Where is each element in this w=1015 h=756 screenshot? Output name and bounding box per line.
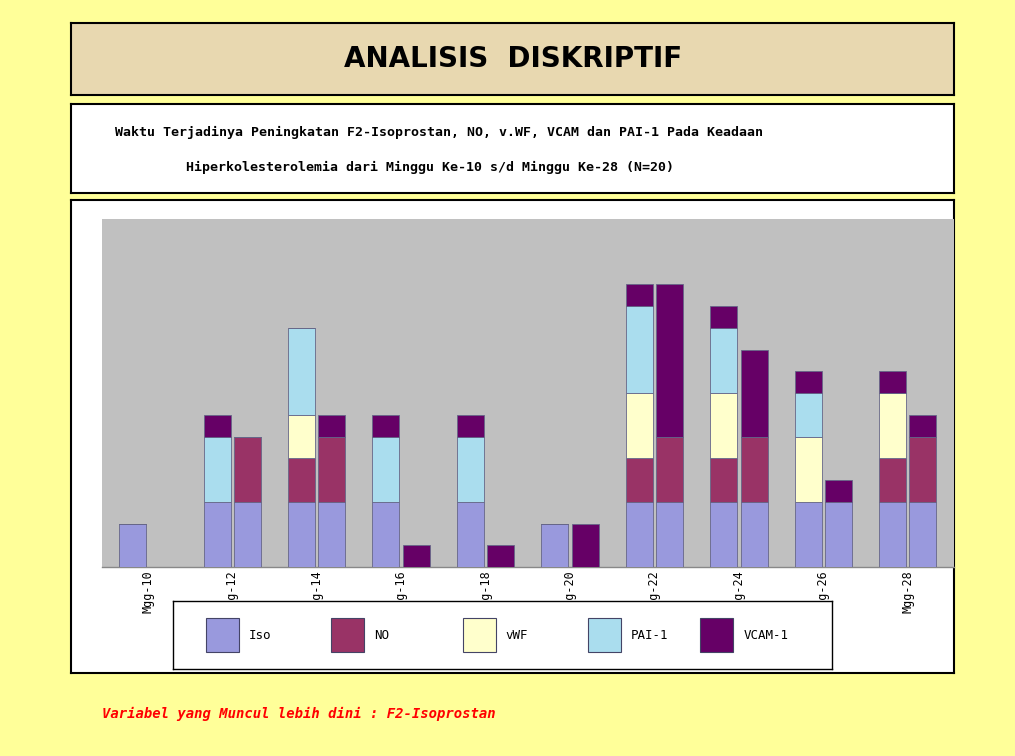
Bar: [625, 458, 653, 502]
Bar: [656, 502, 683, 567]
Bar: [909, 502, 937, 567]
Bar: [741, 349, 767, 437]
Text: Hiperkolesterolemia dari Minggu Ke-10 s/d Minggu Ke-28 (N=20): Hiperkolesterolemia dari Minggu Ke-10 s/…: [186, 161, 674, 175]
Bar: [625, 502, 653, 567]
Bar: [234, 437, 261, 502]
Bar: [288, 458, 315, 502]
Bar: [741, 502, 767, 567]
Bar: [457, 415, 484, 437]
Bar: [204, 415, 230, 437]
Bar: [487, 545, 515, 567]
Bar: [741, 437, 767, 502]
Text: Variabel yang Muncul lebih dini : F2-Isoprostan: Variabel yang Muncul lebih dini : F2-Iso…: [102, 708, 495, 721]
Bar: [710, 458, 737, 502]
Bar: [909, 415, 937, 437]
Bar: [656, 437, 683, 502]
Bar: [795, 502, 821, 567]
FancyBboxPatch shape: [588, 618, 621, 652]
FancyBboxPatch shape: [463, 618, 495, 652]
Text: Waktu Terjadinya Peningkatan F2-Isoprostan, NO, v.WF, VCAM dan PAI-1 Pada Keadaa: Waktu Terjadinya Peningkatan F2-Isoprost…: [116, 125, 763, 138]
Bar: [319, 415, 345, 437]
Bar: [457, 437, 484, 502]
Bar: [373, 437, 400, 502]
Bar: [825, 502, 852, 567]
Bar: [403, 545, 430, 567]
Bar: [625, 284, 653, 306]
Bar: [825, 480, 852, 502]
Bar: [541, 523, 568, 567]
Bar: [710, 393, 737, 458]
Bar: [879, 502, 906, 567]
FancyBboxPatch shape: [205, 618, 239, 652]
Bar: [373, 415, 400, 437]
Text: Iso: Iso: [249, 628, 271, 642]
Text: VCAM-1: VCAM-1: [743, 628, 789, 642]
Bar: [319, 502, 345, 567]
Bar: [373, 502, 400, 567]
FancyBboxPatch shape: [700, 618, 733, 652]
Bar: [795, 393, 821, 437]
Bar: [234, 502, 261, 567]
Text: vWF: vWF: [505, 628, 528, 642]
Bar: [909, 437, 937, 502]
Bar: [710, 306, 737, 328]
Bar: [710, 328, 737, 393]
FancyBboxPatch shape: [331, 618, 363, 652]
Bar: [879, 371, 906, 393]
Bar: [288, 328, 315, 415]
Bar: [656, 284, 683, 437]
Bar: [710, 502, 737, 567]
Bar: [204, 502, 230, 567]
Bar: [288, 415, 315, 458]
Bar: [319, 437, 345, 502]
Text: ANALISIS  DISKRIPTIF: ANALISIS DISKRIPTIF: [343, 45, 682, 73]
Bar: [879, 458, 906, 502]
Bar: [795, 437, 821, 502]
Bar: [625, 306, 653, 393]
Bar: [457, 502, 484, 567]
Text: PAI-1: PAI-1: [631, 628, 669, 642]
Text: NO: NO: [374, 628, 389, 642]
Bar: [879, 393, 906, 458]
Bar: [288, 502, 315, 567]
Bar: [204, 437, 230, 502]
Bar: [571, 523, 599, 567]
Bar: [625, 393, 653, 458]
Bar: [795, 371, 821, 393]
Bar: [119, 523, 146, 567]
